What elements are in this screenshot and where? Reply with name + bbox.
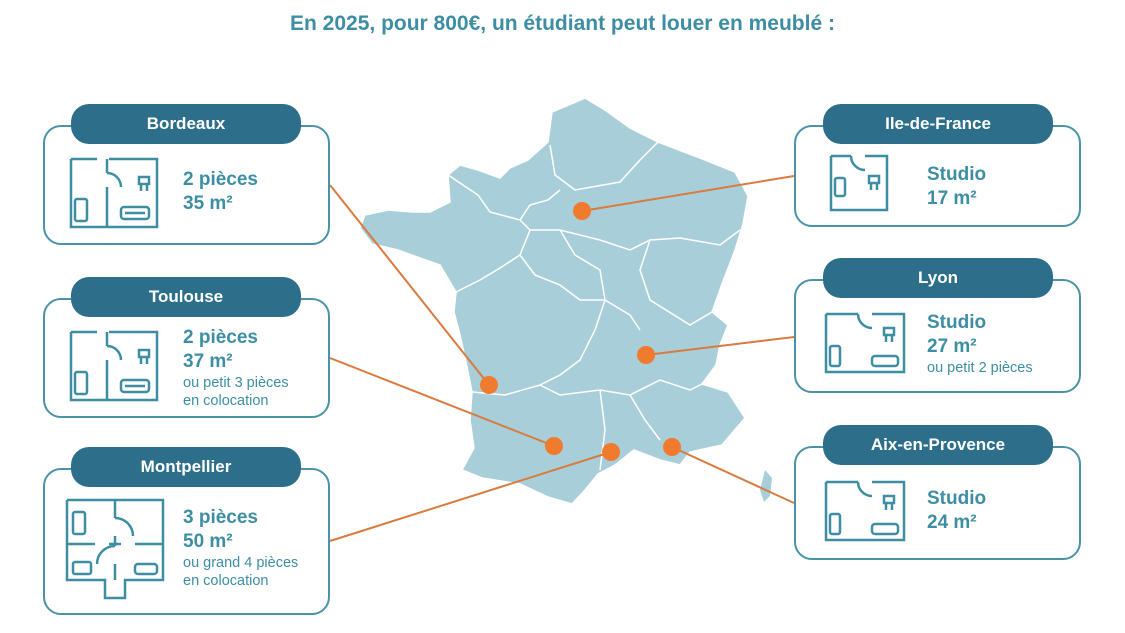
- marker-montpellier: [602, 443, 620, 461]
- card-toulouse: [43, 298, 330, 418]
- connector-idf: [581, 175, 795, 212]
- marker-toulouse: [545, 437, 563, 455]
- floorplan-studio-icon: [829, 154, 889, 212]
- connector-lyon: [645, 336, 795, 356]
- city-label-toulouse: Toulouse: [71, 277, 301, 317]
- marker-bordeaux: [480, 376, 498, 394]
- page-title: En 2025, pour 800€, un étudiant peut lou…: [290, 12, 835, 35]
- marker-aix: [663, 438, 681, 456]
- room-count-idf: Studio: [927, 164, 987, 185]
- city-label-aix: Aix-en-Provence: [823, 425, 1053, 465]
- floorplan-studio-icon: [824, 480, 906, 542]
- room-count-toulouse: 2 pièces: [183, 327, 258, 348]
- city-markers: [480, 202, 681, 461]
- area-idf: 17 m²: [927, 188, 977, 209]
- marker-idf: [573, 202, 591, 220]
- card-bordeaux: [43, 125, 330, 245]
- city-label-lyon: Lyon: [823, 258, 1053, 298]
- connector-aix: [671, 446, 795, 504]
- note-line1-toulouse: ou petit 3 pièces: [183, 375, 289, 391]
- floorplan-3-rooms-icon: [65, 498, 165, 600]
- area-lyon: 27 m²: [927, 336, 977, 357]
- connector-montpellier: [329, 451, 612, 542]
- note-line2-montpellier: en colocation: [183, 573, 269, 589]
- card-montpellier: [43, 468, 330, 615]
- area-toulouse: 37 m²: [183, 351, 233, 372]
- area-aix: 24 m²: [927, 512, 977, 533]
- city-label-bordeaux: Bordeaux: [71, 104, 301, 144]
- area-bordeaux: 35 m²: [183, 193, 233, 214]
- marker-lyon: [637, 346, 655, 364]
- connector-toulouse: [329, 357, 555, 447]
- city-label-montpellier: Montpellier: [71, 447, 301, 487]
- note-line1-lyon: ou petit 2 pièces: [927, 360, 1033, 376]
- connector-bordeaux: [329, 184, 490, 386]
- room-count-aix: Studio: [927, 488, 987, 509]
- city-label-idf: Ile-de-France: [823, 104, 1053, 144]
- room-count-montpellier: 3 pièces: [183, 507, 258, 528]
- card-lyon: [794, 279, 1081, 393]
- area-montpellier: 50 m²: [183, 531, 233, 552]
- floorplan-studio-icon: [824, 312, 906, 374]
- connector-lines: [329, 175, 795, 542]
- room-count-bordeaux: 2 pièces: [183, 169, 258, 190]
- floorplan-2-rooms-icon: [69, 330, 159, 402]
- floorplan-2-rooms-icon: [69, 157, 159, 229]
- note-line2-toulouse: en colocation: [183, 393, 269, 409]
- note-line1-montpellier: ou grand 4 pièces: [183, 555, 299, 571]
- corsica-shape: [760, 470, 772, 502]
- room-count-lyon: Studio: [927, 312, 987, 333]
